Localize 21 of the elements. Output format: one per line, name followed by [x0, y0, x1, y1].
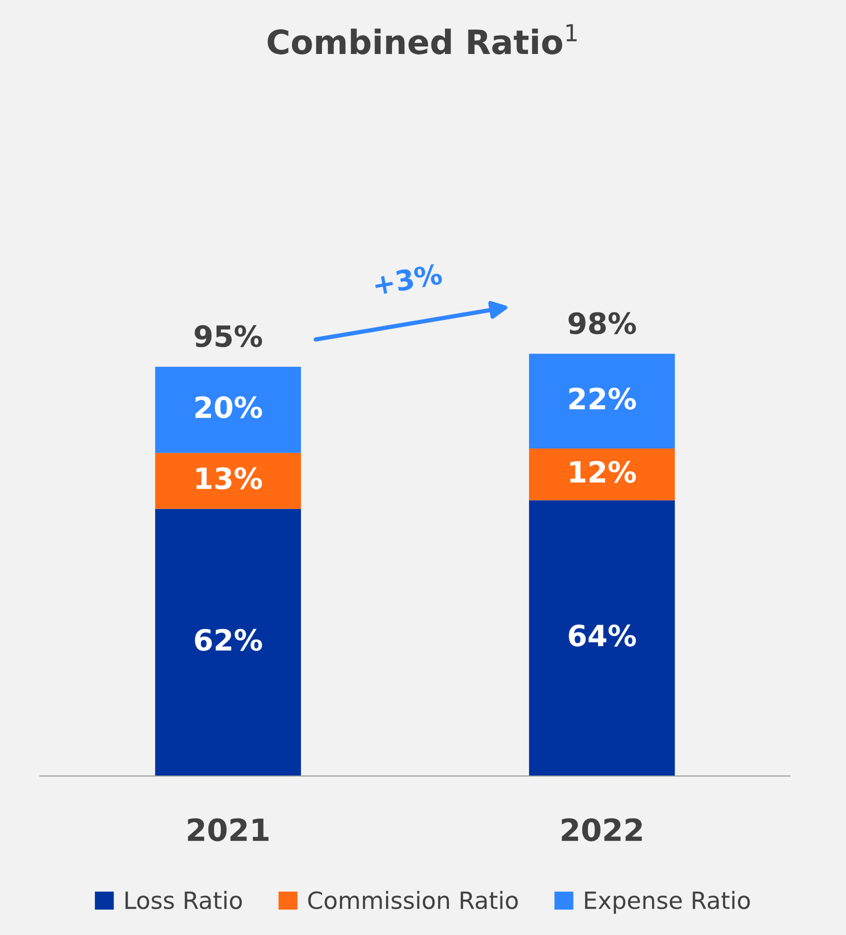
data-label: 64% [568, 624, 636, 647]
bar [529, 448, 675, 500]
data-label: 13% [196, 467, 262, 490]
legend-label: Loss Ratio [126, 890, 242, 910]
data-label: 12% [570, 460, 636, 483]
total-label: 98% [568, 312, 636, 334]
x-tick-label: 2022 [562, 818, 642, 842]
data-label: 20% [195, 396, 262, 418]
chart-title: Combined Ratio$^{1}$ [268, 24, 577, 54]
text: +3% [373, 263, 443, 296]
bar [155, 452, 301, 509]
legend-label: Expense Ratio [585, 890, 750, 914]
bar [529, 500, 675, 776]
data-label: 22% [569, 388, 636, 410]
bar [155, 508, 301, 776]
x-tick-label: 2021 [188, 818, 268, 842]
data-label: 62% [194, 628, 262, 651]
total-label: 95% [194, 325, 262, 348]
bar [529, 354, 675, 449]
legend-label: Commission Ratio [308, 890, 518, 910]
bar [155, 366, 301, 453]
